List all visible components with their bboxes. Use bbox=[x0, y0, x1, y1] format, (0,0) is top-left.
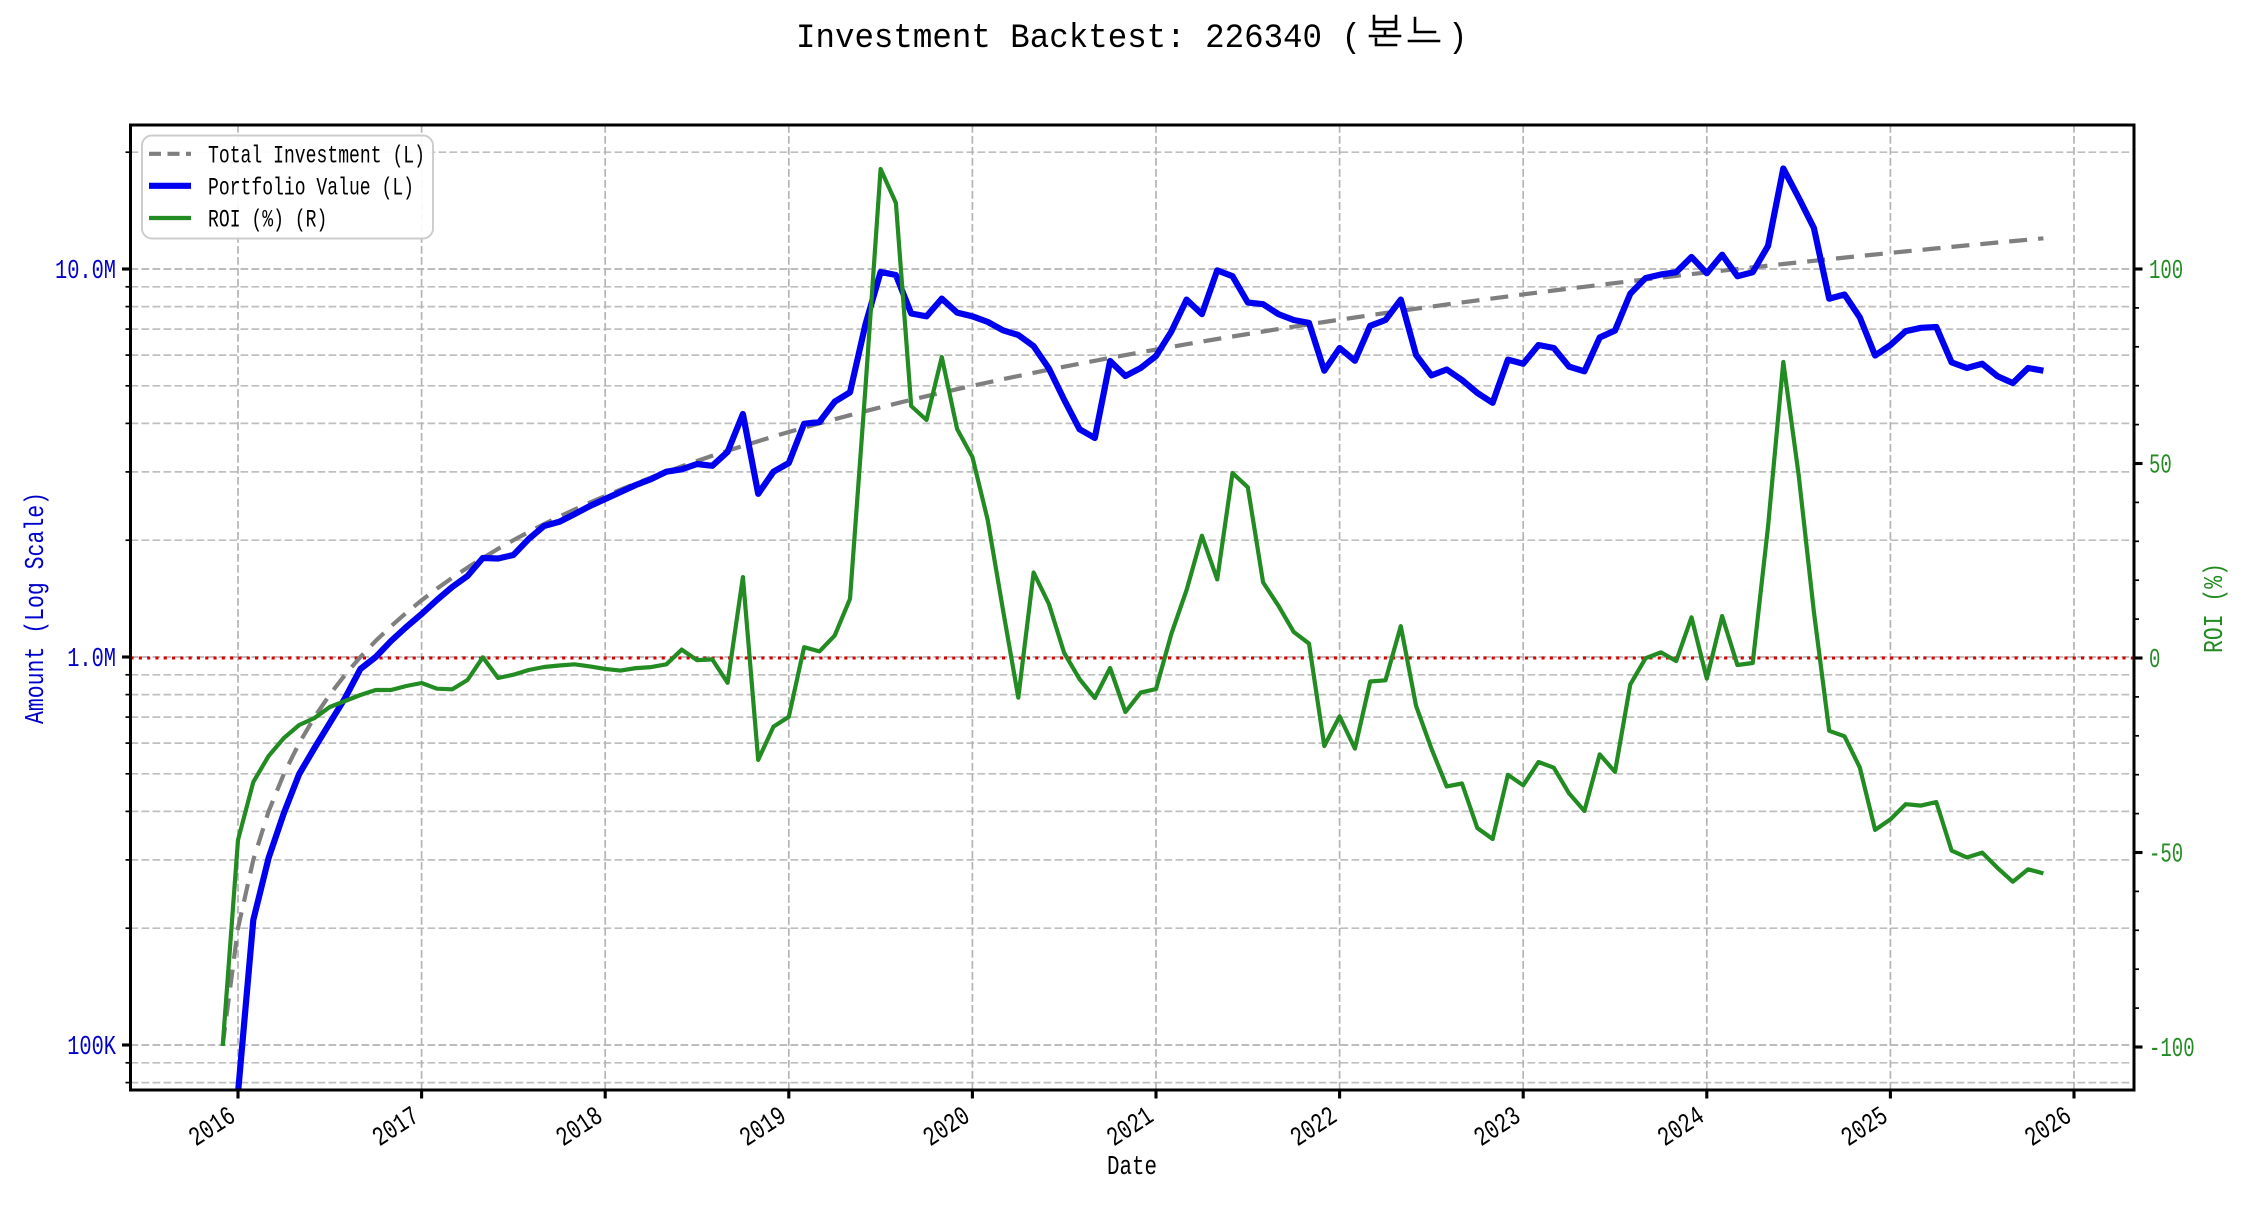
svg-text:Investment Backtest: 226340 (: Investment Backtest: 226340 ( bbox=[796, 19, 1361, 58]
svg-text:100K: 100K bbox=[67, 1033, 116, 1063]
svg-text:Date: Date bbox=[1107, 1153, 1157, 1183]
svg-text:Portfolio Value (L): Portfolio Value (L) bbox=[208, 174, 414, 203]
svg-text:Total Investment (L): Total Investment (L) bbox=[208, 142, 425, 171]
svg-text:Amount (Log Scale): Amount (Log Scale) bbox=[22, 492, 52, 724]
svg-text:100: 100 bbox=[2149, 257, 2183, 287]
svg-text:-50: -50 bbox=[2149, 841, 2183, 871]
svg-text:50: 50 bbox=[2149, 452, 2172, 482]
svg-text:-100: -100 bbox=[2149, 1035, 2195, 1065]
svg-text:0: 0 bbox=[2149, 646, 2160, 676]
svg-text:1.0M: 1.0M bbox=[67, 645, 116, 675]
svg-text:10.0M: 10.0M bbox=[55, 257, 116, 287]
svg-text:ROI (%) (R): ROI (%) (R) bbox=[208, 206, 327, 235]
svg-text:): ) bbox=[1448, 19, 1468, 58]
svg-text:ROI (%): ROI (%) bbox=[2201, 563, 2231, 653]
